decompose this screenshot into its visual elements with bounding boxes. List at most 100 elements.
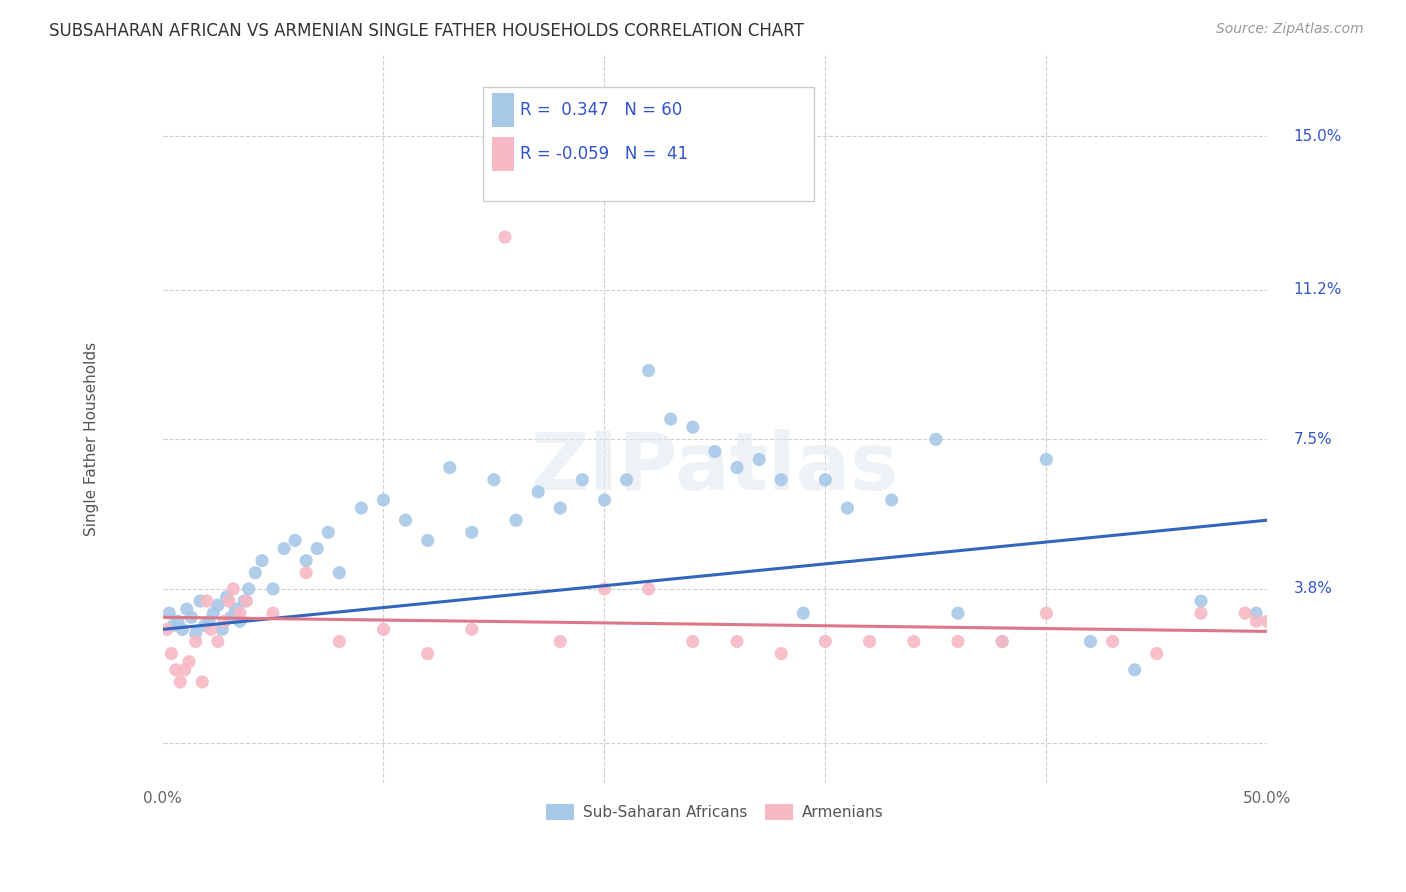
Point bbox=[858, 634, 880, 648]
FancyBboxPatch shape bbox=[492, 137, 513, 171]
Point bbox=[1080, 634, 1102, 648]
Point bbox=[416, 647, 439, 661]
Point bbox=[173, 663, 195, 677]
Point bbox=[461, 623, 484, 637]
Point bbox=[593, 493, 616, 508]
Point bbox=[222, 582, 245, 596]
Point bbox=[156, 623, 179, 637]
Point bbox=[157, 606, 180, 620]
Point bbox=[505, 513, 527, 527]
Point bbox=[682, 634, 704, 648]
Point bbox=[165, 663, 187, 677]
FancyBboxPatch shape bbox=[492, 93, 513, 127]
Point bbox=[250, 554, 273, 568]
Point bbox=[169, 675, 191, 690]
Legend: Sub-Saharan Africans, Armenians: Sub-Saharan Africans, Armenians bbox=[540, 798, 890, 826]
Point bbox=[814, 473, 837, 487]
Point bbox=[903, 634, 925, 648]
Point bbox=[184, 626, 207, 640]
Text: 11.2%: 11.2% bbox=[1294, 282, 1343, 297]
Point bbox=[202, 606, 225, 620]
Point bbox=[946, 606, 969, 620]
Point bbox=[162, 618, 184, 632]
Point bbox=[925, 432, 948, 446]
Point bbox=[1189, 606, 1212, 620]
Point bbox=[180, 610, 202, 624]
Text: SUBSAHARAN AFRICAN VS ARMENIAN SINGLE FATHER HOUSEHOLDS CORRELATION CHART: SUBSAHARAN AFRICAN VS ARMENIAN SINGLE FA… bbox=[49, 22, 804, 40]
Point bbox=[373, 623, 395, 637]
Text: 3.8%: 3.8% bbox=[1294, 582, 1333, 597]
Point bbox=[200, 623, 222, 637]
Point bbox=[195, 594, 218, 608]
Point bbox=[416, 533, 439, 548]
Point bbox=[814, 634, 837, 648]
Point bbox=[703, 444, 725, 458]
Point bbox=[616, 473, 638, 487]
Point bbox=[198, 615, 221, 629]
Point bbox=[1244, 606, 1267, 620]
Point bbox=[233, 594, 256, 608]
Point bbox=[229, 606, 252, 620]
Point bbox=[160, 647, 183, 661]
Point bbox=[262, 606, 284, 620]
Point bbox=[548, 634, 571, 648]
Point bbox=[1234, 606, 1257, 620]
Point bbox=[191, 675, 214, 690]
Point bbox=[637, 363, 659, 377]
Point bbox=[1035, 452, 1057, 467]
Point bbox=[837, 501, 859, 516]
Point bbox=[571, 473, 593, 487]
Point bbox=[1035, 606, 1057, 620]
Point bbox=[295, 554, 318, 568]
Point bbox=[770, 647, 793, 661]
Point bbox=[1189, 594, 1212, 608]
Point bbox=[184, 634, 207, 648]
Text: Source: ZipAtlas.com: Source: ZipAtlas.com bbox=[1216, 22, 1364, 37]
Point bbox=[218, 594, 240, 608]
Point bbox=[172, 623, 194, 637]
Point bbox=[725, 460, 748, 475]
Point bbox=[215, 590, 238, 604]
Point bbox=[461, 525, 484, 540]
Point bbox=[880, 493, 903, 508]
Point bbox=[637, 582, 659, 596]
Point bbox=[1101, 634, 1123, 648]
Point bbox=[770, 473, 793, 487]
Point bbox=[1123, 663, 1146, 677]
Point bbox=[207, 634, 229, 648]
Point bbox=[548, 501, 571, 516]
Point bbox=[991, 634, 1014, 648]
Point bbox=[207, 598, 229, 612]
Point bbox=[295, 566, 318, 580]
Point bbox=[682, 420, 704, 434]
Point bbox=[273, 541, 295, 556]
Point bbox=[316, 525, 339, 540]
Point bbox=[188, 594, 211, 608]
Point bbox=[946, 634, 969, 648]
Point bbox=[439, 460, 461, 475]
Text: R = -0.059   N =  41: R = -0.059 N = 41 bbox=[520, 145, 689, 163]
FancyBboxPatch shape bbox=[482, 87, 814, 201]
Point bbox=[307, 541, 329, 556]
Point bbox=[284, 533, 307, 548]
Point bbox=[527, 484, 550, 499]
Point bbox=[235, 594, 257, 608]
Point bbox=[328, 634, 350, 648]
Point bbox=[991, 634, 1014, 648]
Point bbox=[373, 493, 395, 508]
Point bbox=[167, 615, 190, 629]
Point bbox=[328, 566, 350, 580]
Text: R =  0.347   N = 60: R = 0.347 N = 60 bbox=[520, 101, 683, 119]
Point bbox=[593, 582, 616, 596]
Text: Single Father Households: Single Father Households bbox=[84, 343, 100, 536]
Point bbox=[725, 634, 748, 648]
Point bbox=[482, 473, 505, 487]
Point bbox=[229, 615, 252, 629]
Point bbox=[494, 230, 516, 244]
Point bbox=[792, 606, 814, 620]
Text: 7.5%: 7.5% bbox=[1294, 432, 1333, 447]
Point bbox=[224, 602, 246, 616]
Point bbox=[219, 610, 242, 624]
Point bbox=[211, 623, 233, 637]
Point bbox=[238, 582, 260, 596]
